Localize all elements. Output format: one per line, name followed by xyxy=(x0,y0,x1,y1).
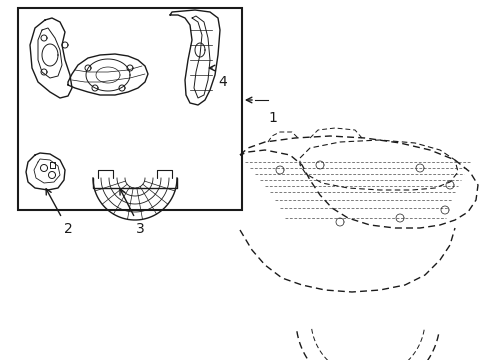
Text: 2: 2 xyxy=(63,222,72,236)
Bar xyxy=(18,8,242,210)
Text: 3: 3 xyxy=(135,222,144,236)
Text: 1: 1 xyxy=(267,111,276,125)
Text: 4: 4 xyxy=(218,75,226,89)
